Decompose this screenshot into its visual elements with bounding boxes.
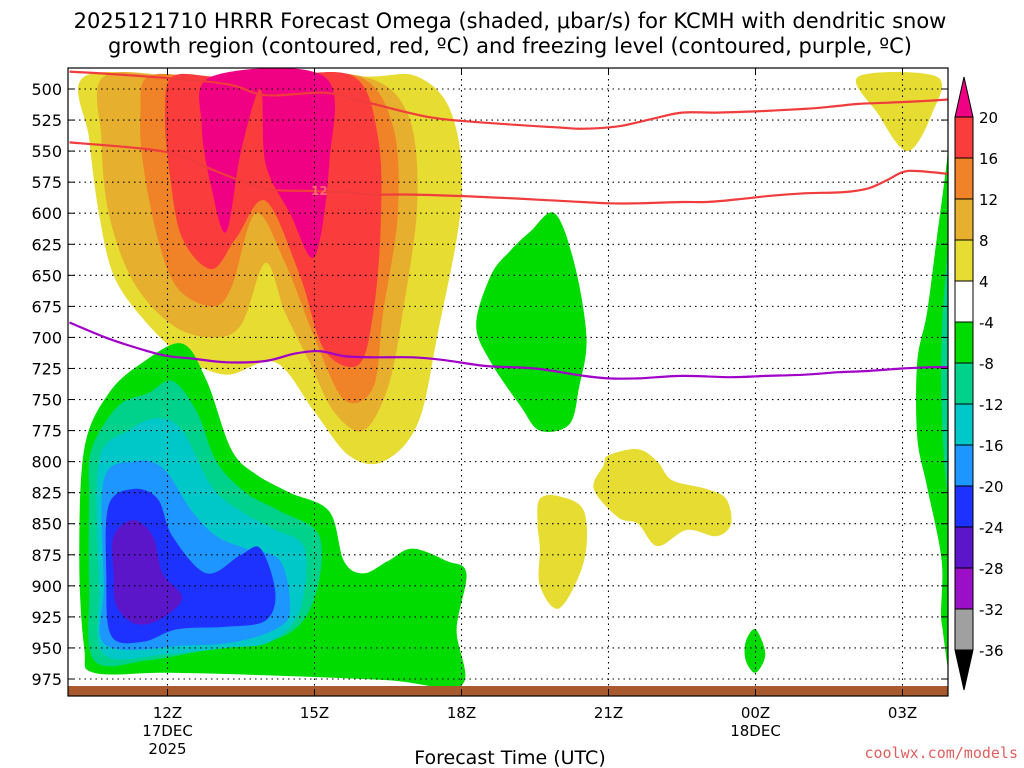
ytick-label-850: 850 xyxy=(31,515,62,534)
neg-omega-24-region xyxy=(112,520,183,625)
xtick-label-18Z: 18Z xyxy=(447,704,476,722)
ytick-label-500: 500 xyxy=(31,80,62,99)
colorbar-segment--24-to--20 xyxy=(954,485,974,528)
ytick-label-875: 875 xyxy=(31,546,62,565)
title-line-1: 2025121710 HRRR Forecast Omega (shaded, … xyxy=(74,9,947,33)
colorbar-lower-triangle xyxy=(954,649,974,691)
colorbar: -36 -32 -28 -24 -20 -16 -12 -8 -4 4 8 12 16 20 xyxy=(954,76,1004,691)
colorbar-label-12: 12 xyxy=(979,191,998,209)
colorbar-label--4: -4 xyxy=(979,314,994,332)
ytick-label-700: 700 xyxy=(31,328,62,347)
xtick-label-03Z: 03Z xyxy=(888,704,917,722)
xtick-label-21Z: 21Z xyxy=(594,704,623,722)
xtick-label-12Z: 12Z xyxy=(153,704,182,722)
ytick-label-550: 550 xyxy=(31,142,62,161)
neg-omega-4-right-region xyxy=(916,147,948,669)
ytick-label-675: 675 xyxy=(31,297,62,316)
ground-bar xyxy=(68,686,948,696)
xtick-date-00Z: 18DEC xyxy=(730,722,781,740)
neg-omega-4-small-region xyxy=(744,628,766,673)
colorbar-segment--20-to--16 xyxy=(954,444,974,487)
upper-right-yellow-region xyxy=(855,71,943,152)
title-line-2: growth region (contoured, red, ºC) and f… xyxy=(108,34,912,58)
xtick-date-12Z: 17DEC xyxy=(142,722,193,740)
ytick-label-625: 625 xyxy=(31,235,62,254)
colorbar-segment-16-to-20 xyxy=(954,116,974,159)
mid-yellow-1-region xyxy=(593,449,732,547)
colorbar-upper-triangle xyxy=(954,76,974,118)
plot-frame xyxy=(67,67,949,697)
colorbar-label--16: -16 xyxy=(979,437,1004,455)
ytick-label-950: 950 xyxy=(31,639,62,658)
pressure-axis: 500 525 550 575 600 625 650 675 700 725 750 775 800 8… xyxy=(31,80,948,689)
colorbar-segment-4-to-8 xyxy=(954,239,974,282)
colorbar-segment-8-to-12 xyxy=(954,198,974,241)
ytick-label-600: 600 xyxy=(31,204,62,223)
colorbar-label--28: -28 xyxy=(979,560,1004,578)
colorbar-label--36: -36 xyxy=(979,642,1004,660)
ytick-label-825: 825 xyxy=(31,484,62,503)
plot-area: 12 500 525 550 575 600 625 650 675 700 725 750 775 8… xyxy=(31,67,949,758)
ytick-label-725: 725 xyxy=(31,359,62,378)
ytick-label-525: 525 xyxy=(31,111,62,130)
colorbar-label-8: 8 xyxy=(979,232,989,250)
colorbar-label--12: -12 xyxy=(979,396,1004,414)
ytick-label-650: 650 xyxy=(31,266,62,285)
colorbar-label--32: -32 xyxy=(979,601,1004,619)
colorbar-label--24: -24 xyxy=(979,519,1004,537)
xtick-label-00Z: 00Z xyxy=(741,704,770,722)
colorbar-segment--28-to--24 xyxy=(954,526,974,569)
colorbar-segment--36-to--32 xyxy=(954,608,974,651)
gridlines xyxy=(68,68,948,696)
freezing-level-contour xyxy=(69,321,948,380)
colorbar-label--8: -8 xyxy=(979,355,994,373)
colorbar-segment--32-to--28 xyxy=(954,567,974,610)
colorbar-segment--12-to--8 xyxy=(954,362,974,405)
colorbar-label--20: -20 xyxy=(979,478,1004,496)
ytick-label-750: 750 xyxy=(31,391,62,410)
contour-lines: 12 xyxy=(69,70,948,380)
colorbar-segment--4-to-4 xyxy=(954,280,974,323)
ytick-label-975: 975 xyxy=(31,670,62,689)
dgz-lower-contour xyxy=(69,141,948,205)
ytick-label-900: 900 xyxy=(31,577,62,596)
colorbar-segment-12-to-16 xyxy=(954,157,974,200)
positive-omega-20-region xyxy=(199,68,335,258)
dgz-lower-label: 12 xyxy=(311,184,328,198)
xtick-label-15Z: 15Z xyxy=(300,704,329,722)
neg-omega-4-mid-region xyxy=(476,212,587,432)
ytick-label-925: 925 xyxy=(31,608,62,627)
colorbar-label-20: 20 xyxy=(979,109,998,127)
credit-text[interactable]: coolwx.com/models xyxy=(864,744,1018,762)
ytick-label-800: 800 xyxy=(31,453,62,472)
colorbar-label-16: 16 xyxy=(979,150,998,168)
x-axis-label: Forecast Time (UTC) xyxy=(414,747,605,768)
colorbar-label-4: 4 xyxy=(979,273,989,291)
ytick-label-775: 775 xyxy=(31,422,62,441)
colorbar-segment--16-to--12 xyxy=(954,403,974,446)
colorbar-segment--8-to--4 xyxy=(954,321,974,364)
ytick-label-575: 575 xyxy=(31,173,62,192)
neg-omega-8-right-region xyxy=(941,243,948,501)
dgz-upper-contour xyxy=(69,70,948,130)
xtick-year-12Z: 2025 xyxy=(148,740,186,758)
